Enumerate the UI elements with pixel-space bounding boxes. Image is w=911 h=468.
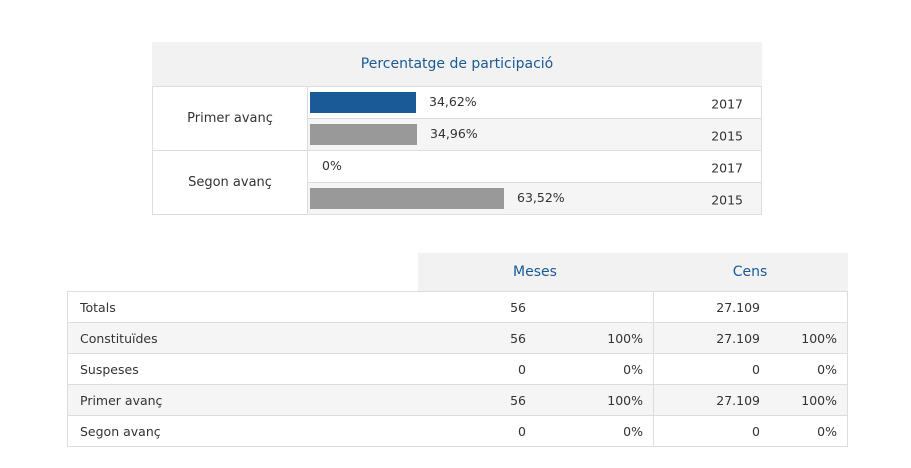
meses-value: 0 bbox=[518, 361, 526, 377]
table-row: Segon avanç 0 0% 0 0% bbox=[68, 416, 847, 447]
row-name: Segon avanç bbox=[80, 423, 161, 439]
participation-value: 63,52% bbox=[517, 189, 565, 205]
participation-group-segon: Segon avanç 0% 2017 63,52% 2015 bbox=[153, 150, 761, 214]
cens-percent: 0% bbox=[817, 423, 837, 439]
cens-value: 0 bbox=[752, 423, 760, 439]
cens-header: Cens bbox=[652, 253, 848, 291]
meses-percent: 0% bbox=[527, 354, 654, 384]
participation-row: 34,62% 2017 bbox=[307, 87, 761, 118]
cens-value: 27.109 bbox=[716, 299, 760, 315]
participation-body: Primer avanç 34,62% 2017 34,96% 2015 Seg… bbox=[152, 86, 762, 215]
participation-value: 34,96% bbox=[430, 125, 478, 141]
table-row: Totals 56 27.109 bbox=[68, 292, 847, 323]
participation-year: 2017 bbox=[711, 159, 743, 175]
meses-value: 56 bbox=[510, 330, 526, 346]
row-name: Primer avanç bbox=[80, 392, 163, 408]
participation-year: 2017 bbox=[711, 95, 743, 111]
participation-row: 63,52% 2015 bbox=[307, 182, 761, 214]
table-row: Suspeses 0 0% 0 0% bbox=[68, 354, 847, 385]
row-name: Suspeses bbox=[80, 361, 139, 377]
participation-title: Percentatge de participació bbox=[152, 42, 762, 86]
participation-year: 2015 bbox=[711, 191, 743, 207]
cens-percent: 100% bbox=[801, 330, 837, 346]
participation-value: 0% bbox=[322, 157, 342, 173]
table-row: Primer avanç 56 100% 27.109 100% bbox=[68, 385, 847, 416]
meses-percent: 0% bbox=[527, 416, 654, 446]
summary-body: Totals 56 27.109 Constituïdes 56 100% 27… bbox=[67, 291, 848, 447]
participation-panel: Percentatge de participació Primer avanç… bbox=[152, 42, 762, 215]
cens-percent: 100% bbox=[801, 392, 837, 408]
cens-percent bbox=[760, 292, 847, 322]
meses-percent bbox=[527, 292, 654, 322]
meses-percent: 100% bbox=[527, 385, 654, 415]
meses-value: 0 bbox=[518, 423, 526, 439]
meses-header: Meses bbox=[418, 253, 652, 291]
cens-percent: 0% bbox=[817, 361, 837, 377]
participation-group-primer: Primer avanç 34,62% 2017 34,96% 2015 bbox=[153, 86, 761, 150]
participation-bar bbox=[310, 92, 416, 113]
summary-header: Meses Cens bbox=[67, 253, 848, 291]
participation-year: 2015 bbox=[711, 127, 743, 143]
participation-bar bbox=[310, 188, 504, 209]
meses-value: 56 bbox=[510, 299, 526, 315]
meses-value: 56 bbox=[510, 392, 526, 408]
participation-row: 34,96% 2015 bbox=[307, 118, 761, 150]
cens-value: 0 bbox=[752, 361, 760, 377]
cens-value: 27.109 bbox=[716, 330, 760, 346]
row-name: Totals bbox=[80, 299, 116, 315]
participation-row: 0% 2017 bbox=[307, 151, 761, 182]
cens-value: 27.109 bbox=[716, 392, 760, 408]
group-label: Primer avanç bbox=[187, 111, 273, 126]
group-label: Segon avanç bbox=[188, 175, 272, 190]
row-name: Constituïdes bbox=[80, 330, 158, 346]
participation-bar bbox=[310, 124, 417, 145]
meses-percent: 100% bbox=[527, 323, 654, 353]
table-row: Constituïdes 56 100% 27.109 100% bbox=[68, 323, 847, 354]
participation-value: 34,62% bbox=[429, 93, 477, 109]
summary-table: Meses Cens Totals 56 27.109 Constituïdes… bbox=[67, 253, 848, 447]
